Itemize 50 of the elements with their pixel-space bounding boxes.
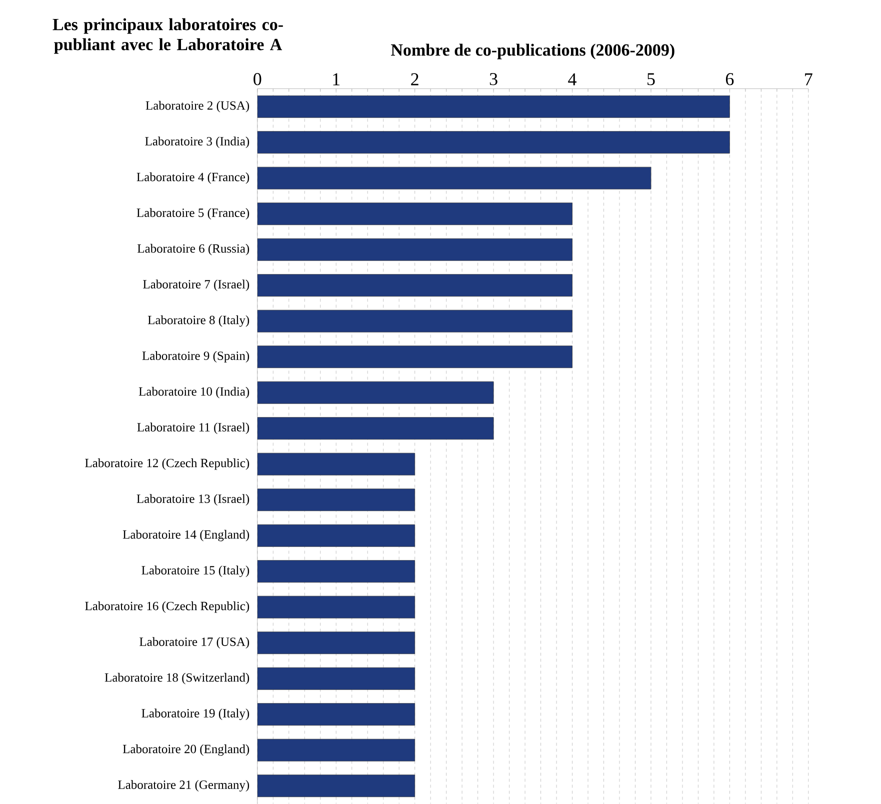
- x-tick-label: 3: [490, 73, 498, 86]
- x-tick-label: 1: [333, 73, 340, 86]
- x-tick-label: 5: [648, 73, 655, 86]
- y-tick-label: Laboratoire 20 (England): [122, 744, 250, 756]
- chart-title: Les principaux laboratoires co-publiant avec le Laboratoire A: [52, 18, 283, 54]
- x-tick-label: 4: [568, 73, 576, 86]
- y-tick-label: Laboratoire 5 (France): [136, 208, 250, 220]
- y-tick-label: Laboratoire 21 (Germany): [118, 780, 250, 792]
- y-tick-label: Laboratoire 11 (Israel): [137, 422, 250, 434]
- x-tick-label: 6: [726, 73, 734, 86]
- y-tick-label: Laboratoire 6 (Russia): [137, 244, 250, 256]
- bar: [257, 131, 730, 154]
- y-tick-label: Laboratoire 4 (France): [136, 172, 250, 184]
- bar: [257, 95, 730, 118]
- x-tick-label: 7: [805, 73, 812, 86]
- bar: [257, 524, 416, 547]
- bar: [257, 202, 572, 226]
- y-tick-label: Laboratoire 12 (Czech Republic): [85, 458, 250, 470]
- bar: [257, 381, 494, 404]
- bar: [257, 596, 416, 618]
- y-tick-label: Laboratoire 13 (Israel): [136, 494, 250, 506]
- bar: [257, 632, 416, 654]
- y-tick-label: Laboratoire 19 (Italy): [142, 708, 250, 720]
- bar: [257, 452, 416, 476]
- y-tick-label: Laboratoire 15 (Italy): [142, 566, 250, 578]
- y-tick-label: Laboratoire 14 (England): [122, 530, 250, 542]
- y-tick-label: Laboratoire 3 (India): [145, 136, 250, 148]
- y-tick-label: Laboratoire 2 (USA): [146, 100, 250, 112]
- bar: [257, 560, 416, 583]
- y-tick-label: Laboratoire 18 (Switzerland): [104, 672, 250, 684]
- y-tick-label: Laboratoire 8 (Italy): [148, 315, 250, 327]
- bar: [257, 738, 416, 762]
- y-tick-label: Laboratoire 10 (India): [138, 386, 250, 398]
- bar: [257, 417, 494, 440]
- y-tick-label: Laboratoire 16 (Czech Republic): [85, 601, 250, 613]
- bar: [257, 667, 416, 690]
- bar: [257, 346, 572, 368]
- y-tick-label: Laboratoire 7 (Israel): [143, 280, 250, 292]
- bar: [257, 703, 416, 726]
- y-tick-label: Laboratoire 17 (USA): [140, 637, 250, 649]
- bar: [257, 238, 572, 261]
- bar: [257, 774, 416, 798]
- y-tick-label: Laboratoire 9 (Spain): [142, 351, 250, 363]
- bar: [257, 166, 652, 190]
- bar: [257, 488, 416, 512]
- x-tick-label: 2: [411, 73, 418, 86]
- x-axis-title: Nombre de co-publications (2006-2009): [391, 44, 674, 60]
- x-tick-label: 0: [254, 73, 262, 86]
- bar: [257, 310, 572, 332]
- bar: [257, 274, 572, 297]
